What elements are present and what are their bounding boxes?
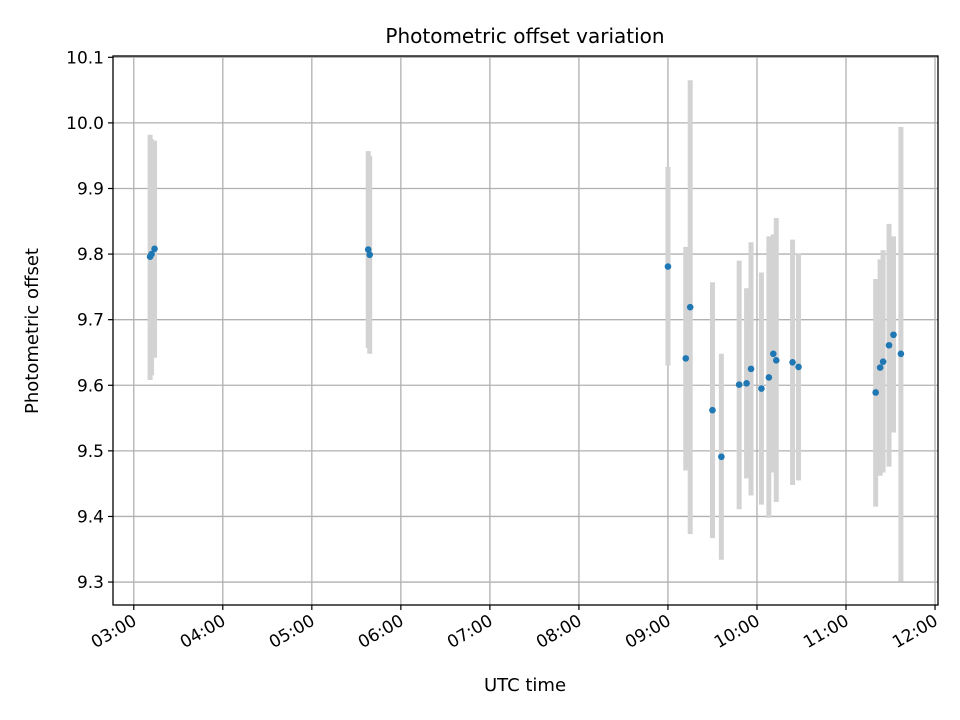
data-point	[709, 406, 716, 414]
data-point	[364, 246, 372, 253]
data-point	[765, 374, 773, 381]
data-point	[718, 453, 725, 461]
y-tick-label: 9.8	[77, 245, 104, 265]
data-point	[747, 365, 755, 373]
y-tick-label: 9.9	[77, 179, 104, 199]
data-point	[664, 263, 672, 270]
data-point	[743, 380, 750, 387]
y-tick-label: 10.0	[66, 114, 104, 134]
data-point	[872, 389, 879, 396]
data-point	[148, 250, 155, 258]
data-point	[769, 350, 777, 358]
x-axis-label: UTC time	[484, 675, 566, 696]
data-points	[146, 245, 905, 461]
data-point	[686, 303, 694, 311]
data-point	[795, 363, 802, 371]
data-point	[897, 350, 905, 358]
data-point	[789, 359, 796, 366]
plot-area	[112, 55, 939, 606]
y-tick-label: 9.3	[77, 573, 104, 593]
data-point	[885, 341, 893, 349]
data-point	[876, 364, 884, 371]
y-tick-label: 9.6	[77, 376, 104, 396]
y-tick-label: 9.4	[77, 507, 104, 527]
y-axis-label: Photometric offset	[22, 248, 43, 414]
y-tick-label: 9.5	[77, 442, 104, 462]
data-point	[366, 251, 373, 259]
data-point	[735, 381, 743, 388]
data-point	[879, 358, 887, 365]
y-tick-label: 9.7	[77, 311, 104, 331]
chart-title: Photometric offset variation	[385, 24, 664, 48]
data-point	[890, 331, 897, 339]
data-point	[682, 355, 690, 362]
data-point	[758, 385, 765, 392]
y-tick-label: 10.1	[66, 48, 104, 68]
data-point	[151, 245, 158, 253]
data-point	[772, 357, 780, 364]
